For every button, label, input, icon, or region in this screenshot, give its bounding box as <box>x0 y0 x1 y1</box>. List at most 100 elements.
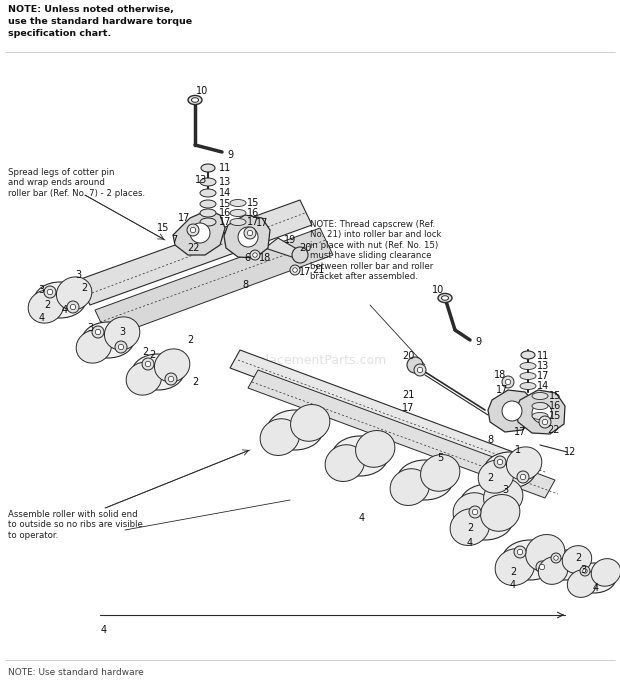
Circle shape <box>253 253 257 257</box>
Circle shape <box>469 506 481 518</box>
Ellipse shape <box>292 247 308 263</box>
Circle shape <box>583 569 587 573</box>
Ellipse shape <box>543 550 587 580</box>
Text: 4: 4 <box>62 305 68 315</box>
Circle shape <box>145 362 151 366</box>
Text: 2: 2 <box>44 300 50 310</box>
Ellipse shape <box>484 452 536 488</box>
Ellipse shape <box>478 460 513 493</box>
Ellipse shape <box>355 430 395 467</box>
Circle shape <box>497 459 503 465</box>
Ellipse shape <box>200 209 216 217</box>
Circle shape <box>472 509 477 515</box>
Text: 4: 4 <box>359 513 365 523</box>
Ellipse shape <box>420 455 460 491</box>
Ellipse shape <box>502 540 558 580</box>
Text: 20: 20 <box>402 351 414 361</box>
Ellipse shape <box>28 290 64 323</box>
Text: 7: 7 <box>171 235 177 245</box>
Text: 20: 20 <box>299 243 311 253</box>
Text: 9: 9 <box>227 150 233 160</box>
Text: 15: 15 <box>549 411 561 421</box>
Circle shape <box>247 230 253 236</box>
Text: 17: 17 <box>402 403 414 413</box>
Ellipse shape <box>104 317 140 350</box>
Text: 17: 17 <box>178 213 190 223</box>
Text: 2: 2 <box>487 473 493 483</box>
Ellipse shape <box>200 189 216 197</box>
Ellipse shape <box>34 282 86 318</box>
Text: 12: 12 <box>564 447 576 457</box>
Text: 4: 4 <box>101 625 107 635</box>
Polygon shape <box>224 215 270 258</box>
Ellipse shape <box>390 468 430 505</box>
Polygon shape <box>488 390 535 432</box>
Ellipse shape <box>230 199 246 207</box>
Text: NOTE: Thread capscrew (Ref.
No. 21) into roller bar and lock
in place with nut (: NOTE: Thread capscrew (Ref. No. 21) into… <box>310 220 441 281</box>
Ellipse shape <box>495 549 534 586</box>
Text: NOTE: Use standard hardware: NOTE: Use standard hardware <box>8 668 144 677</box>
Text: 21: 21 <box>402 390 414 400</box>
Circle shape <box>517 549 523 555</box>
Text: 6: 6 <box>244 253 250 263</box>
Circle shape <box>514 546 526 558</box>
Circle shape <box>165 373 177 385</box>
Circle shape <box>494 456 506 468</box>
Text: 3: 3 <box>580 565 586 575</box>
Text: 1: 1 <box>515 445 521 455</box>
Text: 2: 2 <box>149 350 155 360</box>
Ellipse shape <box>438 294 452 303</box>
Ellipse shape <box>56 277 92 310</box>
Ellipse shape <box>520 362 536 369</box>
Text: 15: 15 <box>219 199 231 209</box>
Text: NOTE: Unless noted otherwise,: NOTE: Unless noted otherwise, <box>8 5 174 14</box>
Ellipse shape <box>562 545 591 573</box>
Ellipse shape <box>526 534 565 571</box>
Polygon shape <box>230 350 540 480</box>
Circle shape <box>44 286 56 298</box>
Ellipse shape <box>230 219 246 226</box>
Polygon shape <box>516 390 565 434</box>
Circle shape <box>70 304 76 310</box>
Text: 16: 16 <box>219 208 231 218</box>
Circle shape <box>532 403 552 423</box>
Text: 4: 4 <box>593 583 599 593</box>
Circle shape <box>551 553 561 563</box>
Text: 15: 15 <box>157 223 169 233</box>
Text: 16: 16 <box>549 401 561 411</box>
Text: 17: 17 <box>256 218 268 228</box>
Ellipse shape <box>441 296 448 301</box>
Text: 4: 4 <box>467 538 473 548</box>
Circle shape <box>414 364 426 376</box>
Ellipse shape <box>572 563 616 593</box>
Polygon shape <box>248 370 555 498</box>
Ellipse shape <box>192 98 198 102</box>
Text: use the standard hardware torque: use the standard hardware torque <box>8 17 192 26</box>
Text: 19: 19 <box>284 235 296 245</box>
Circle shape <box>290 265 300 275</box>
Text: 15: 15 <box>549 391 561 401</box>
Text: 3: 3 <box>119 327 125 337</box>
Ellipse shape <box>332 436 388 476</box>
Ellipse shape <box>538 557 568 584</box>
Circle shape <box>502 401 522 421</box>
Text: 2: 2 <box>187 335 193 345</box>
Circle shape <box>505 380 511 384</box>
Text: 17: 17 <box>247 217 259 227</box>
Circle shape <box>142 358 154 370</box>
Ellipse shape <box>291 405 330 441</box>
Ellipse shape <box>267 410 323 450</box>
Circle shape <box>244 227 256 239</box>
Text: 3: 3 <box>38 285 44 295</box>
Circle shape <box>517 471 529 483</box>
Circle shape <box>118 344 124 350</box>
Ellipse shape <box>126 362 162 395</box>
Text: 3: 3 <box>87 323 93 333</box>
Text: 2: 2 <box>575 553 581 563</box>
Text: 4: 4 <box>39 313 45 323</box>
Ellipse shape <box>507 447 542 480</box>
Text: 14: 14 <box>537 381 549 391</box>
Ellipse shape <box>407 357 423 373</box>
Circle shape <box>580 566 590 576</box>
Ellipse shape <box>520 373 536 380</box>
